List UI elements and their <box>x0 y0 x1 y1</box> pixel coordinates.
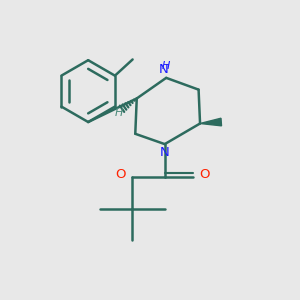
Text: N: N <box>159 62 169 76</box>
Text: H: H <box>162 61 170 71</box>
Text: O: O <box>199 168 210 181</box>
Text: H: H <box>114 108 123 118</box>
Polygon shape <box>200 118 221 126</box>
Text: N: N <box>159 146 169 160</box>
Text: O: O <box>116 168 126 181</box>
